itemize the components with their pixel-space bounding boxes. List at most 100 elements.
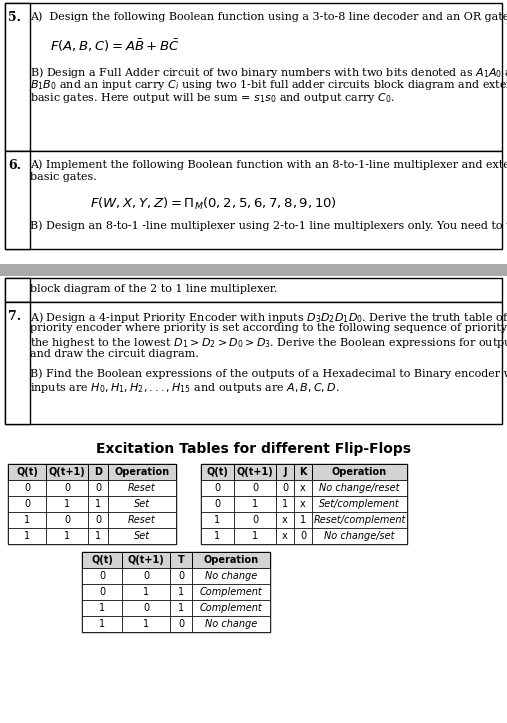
- Text: No change: No change: [205, 619, 257, 629]
- Text: T: T: [177, 555, 185, 565]
- Text: 0: 0: [214, 483, 221, 493]
- Text: 0: 0: [214, 499, 221, 509]
- Bar: [294, 480, 312, 496]
- Bar: [8, 512, 46, 528]
- Text: A)  Design the following Boolean function using a 3-to-8 line decoder and an OR : A) Design the following Boolean function…: [30, 11, 507, 22]
- Text: 0: 0: [95, 515, 101, 525]
- Bar: [192, 600, 270, 616]
- Bar: [46, 512, 88, 528]
- Bar: [108, 496, 176, 512]
- Bar: [192, 616, 270, 632]
- Bar: [294, 464, 312, 480]
- Bar: [122, 600, 170, 616]
- Bar: [108, 512, 176, 528]
- Bar: [46, 464, 88, 480]
- Bar: [88, 464, 108, 480]
- Text: and draw the circuit diagram.: and draw the circuit diagram.: [30, 349, 199, 359]
- Bar: [0, 264, 507, 276]
- Bar: [82, 552, 270, 632]
- Text: B) Design an 8-to-1 -line multiplexer using 2-to-1 line multiplexers only. You n: B) Design an 8-to-1 -line multiplexer us…: [30, 220, 507, 231]
- Text: x: x: [300, 499, 306, 509]
- Text: 5.: 5.: [8, 11, 21, 24]
- Text: Excitation Tables for different Flip-Flops: Excitation Tables for different Flip-Flo…: [96, 442, 411, 456]
- Bar: [294, 496, 312, 512]
- Text: 1: 1: [99, 619, 105, 629]
- Bar: [276, 464, 294, 480]
- Text: 1: 1: [24, 515, 30, 525]
- Bar: [170, 552, 192, 568]
- Text: 1: 1: [178, 587, 184, 597]
- Text: Q(t+1): Q(t+1): [128, 555, 164, 565]
- Text: 1: 1: [95, 531, 101, 541]
- Bar: [170, 600, 192, 616]
- Text: $F(A, B, C) = A\bar{B} + B\bar{C}$: $F(A, B, C) = A\bar{B} + B\bar{C}$: [50, 37, 180, 54]
- Text: Reset: Reset: [128, 515, 156, 525]
- Text: 6.: 6.: [8, 159, 21, 172]
- Text: Q(t+1): Q(t+1): [237, 467, 273, 477]
- Text: 0: 0: [24, 483, 30, 493]
- Bar: [8, 480, 46, 496]
- Text: block diagram of the 2 to 1 line multiplexer.: block diagram of the 2 to 1 line multipl…: [30, 284, 277, 294]
- Bar: [82, 568, 122, 584]
- Bar: [88, 496, 108, 512]
- Text: Operation: Operation: [332, 467, 387, 477]
- Text: 1: 1: [300, 515, 306, 525]
- Bar: [170, 616, 192, 632]
- Bar: [82, 616, 122, 632]
- Text: x: x: [282, 515, 288, 525]
- Bar: [122, 584, 170, 600]
- Bar: [276, 528, 294, 544]
- Bar: [8, 528, 46, 544]
- Bar: [82, 552, 122, 568]
- Text: 1: 1: [214, 515, 221, 525]
- Bar: [88, 480, 108, 496]
- Text: 0: 0: [143, 571, 149, 581]
- Bar: [82, 584, 122, 600]
- Bar: [201, 480, 234, 496]
- Text: Set: Set: [134, 531, 150, 541]
- Text: Q(t): Q(t): [206, 467, 229, 477]
- Bar: [192, 584, 270, 600]
- Bar: [312, 512, 407, 528]
- Bar: [192, 568, 270, 584]
- Text: 1: 1: [99, 603, 105, 613]
- Text: Reset: Reset: [128, 483, 156, 493]
- Bar: [5, 278, 30, 302]
- Bar: [294, 528, 312, 544]
- Text: Q(t+1): Q(t+1): [49, 467, 85, 477]
- Text: 1: 1: [214, 531, 221, 541]
- Bar: [88, 528, 108, 544]
- Text: 1: 1: [24, 531, 30, 541]
- Bar: [201, 512, 234, 528]
- Bar: [108, 480, 176, 496]
- Bar: [122, 616, 170, 632]
- Bar: [8, 464, 176, 544]
- Text: 0: 0: [64, 483, 70, 493]
- Bar: [276, 512, 294, 528]
- Text: B) Design a Full Adder circuit of two binary numbers with two bits denoted as $A: B) Design a Full Adder circuit of two bi…: [30, 65, 507, 80]
- Bar: [108, 528, 176, 544]
- Text: Set/complement: Set/complement: [319, 499, 400, 509]
- Text: No change: No change: [205, 571, 257, 581]
- Bar: [276, 480, 294, 496]
- Bar: [312, 528, 407, 544]
- Text: the highest to the lowest $D_1 > D_2 > D_0 > D_3$. Derive the Boolean expression: the highest to the lowest $D_1 > D_2 > D…: [30, 336, 507, 350]
- Bar: [201, 496, 234, 512]
- Text: Q(t): Q(t): [16, 467, 38, 477]
- Bar: [5, 151, 502, 249]
- Bar: [122, 568, 170, 584]
- Text: B) Find the Boolean expressions of the outputs of a Hexadecimal to Binary encode: B) Find the Boolean expressions of the o…: [30, 368, 507, 379]
- Text: 0: 0: [143, 603, 149, 613]
- Bar: [234, 480, 276, 496]
- Text: $F(W, X, Y, Z) = \Pi_M(0,2,5,6,7,8,9,10)$: $F(W, X, Y, Z) = \Pi_M(0,2,5,6,7,8,9,10)…: [90, 196, 337, 212]
- Text: Complement: Complement: [200, 587, 263, 597]
- Text: 0: 0: [178, 619, 184, 629]
- Text: 0: 0: [252, 483, 258, 493]
- Text: Set: Set: [134, 499, 150, 509]
- Text: 1: 1: [143, 587, 149, 597]
- Bar: [122, 552, 170, 568]
- Bar: [201, 464, 407, 544]
- Text: No change/reset: No change/reset: [319, 483, 400, 493]
- Text: basic gates.: basic gates.: [30, 172, 97, 182]
- Bar: [192, 552, 270, 568]
